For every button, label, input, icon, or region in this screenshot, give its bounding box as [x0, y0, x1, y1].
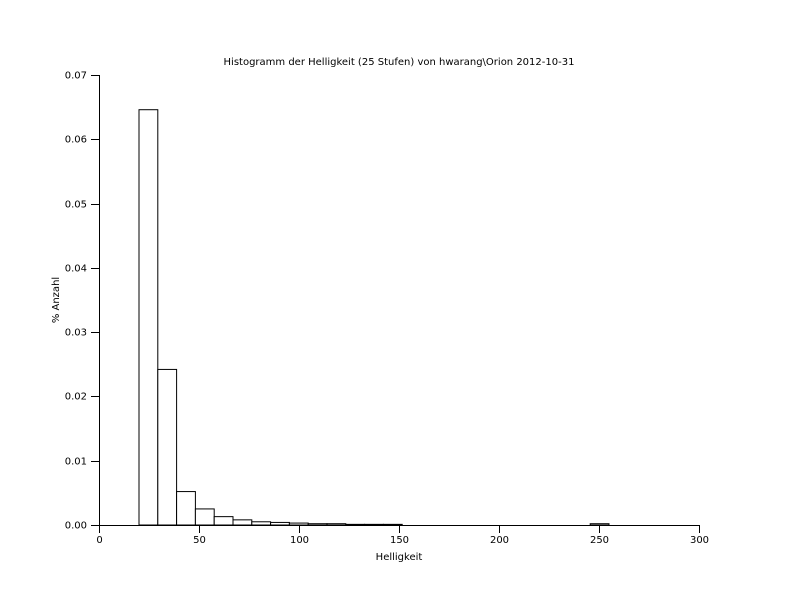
x-tick-label: 250	[590, 535, 609, 546]
y-tick-label: 0.06	[65, 135, 87, 146]
histogram-bar	[157, 368, 178, 526]
histogram-bar	[364, 523, 384, 526]
y-tick-label: 0.03	[65, 328, 87, 339]
histogram-bar	[232, 519, 253, 526]
histogram-bar	[345, 523, 366, 526]
histogram-bar	[382, 523, 403, 526]
histogram-bar	[307, 523, 328, 526]
y-tick-label: 0.02	[65, 392, 87, 403]
y-tick-label: 0.00	[65, 521, 87, 532]
x-tick-label: 0	[96, 535, 102, 546]
histogram-bar	[138, 109, 159, 526]
y-tick-label: 0.01	[65, 457, 87, 468]
x-axis-label: Helligkeit	[376, 552, 423, 563]
histogram-bar	[288, 522, 309, 526]
y-axis-label: % Anzahl	[51, 277, 62, 323]
histogram-bar	[251, 521, 272, 526]
y-tick-label: 0.07	[65, 71, 87, 82]
x-tick-label: 200	[490, 535, 509, 546]
chart-title: Histogramm der Helligkeit (25 Stufen) vo…	[224, 57, 575, 68]
y-tick-label: 0.05	[65, 200, 87, 211]
histogram-bar	[326, 523, 347, 526]
histogram-bar	[589, 523, 610, 526]
x-tick-label: 100	[290, 535, 309, 546]
x-tick-label: 150	[390, 535, 409, 546]
y-tick-label: 0.04	[65, 264, 87, 275]
x-tick-label: 50	[193, 535, 206, 546]
histogram-bar	[194, 508, 215, 526]
histogram-bar	[176, 491, 196, 526]
histogram-bar	[213, 516, 234, 526]
histogram-bar	[270, 521, 290, 526]
x-tick-label: 300	[690, 535, 709, 546]
